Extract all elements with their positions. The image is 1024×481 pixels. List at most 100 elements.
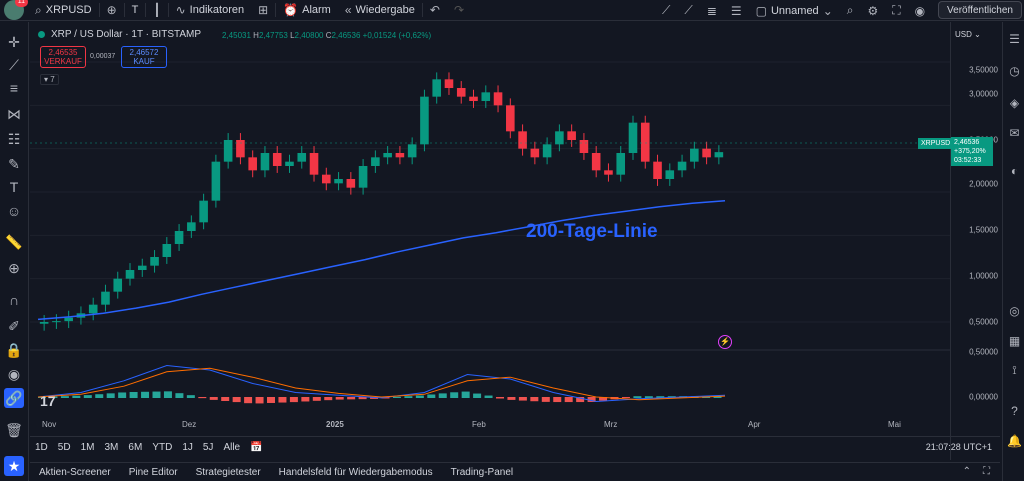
brush-icon[interactable]: ✎: [8, 155, 20, 172]
fullscreen-button[interactable]: ⛶: [885, 0, 907, 21]
buy-button[interactable]: 2,46572 KAUF: [121, 46, 167, 68]
symbol-legend[interactable]: XRP / US Dollar · 1T · BITSTAMP: [38, 29, 201, 40]
range-button[interactable]: 6M: [128, 442, 143, 453]
macd-histogram-bar: [541, 397, 550, 402]
lock-icon[interactable]: 🔒: [5, 341, 23, 358]
macd-histogram-bar: [221, 397, 230, 401]
price-scale[interactable]: 3,500003,000002,500002,000001,500001,000…: [950, 22, 1002, 460]
ray-tool[interactable]: ⟋: [677, 0, 699, 21]
horizontal-lines-icon[interactable]: ≡: [9, 80, 19, 96]
macd-histogram-bar: [587, 397, 596, 402]
indicators-button[interactable]: ∿ Indikatoren: [169, 0, 252, 21]
user-avatar[interactable]: 11: [4, 0, 28, 20]
bottom-panel-tab[interactable]: Pine Editor: [128, 466, 178, 478]
macd-histogram-bar: [415, 395, 424, 398]
templates-button[interactable]: ⊞: [251, 0, 275, 21]
notifications-icon[interactable]: 🔔: [1007, 433, 1022, 448]
object-tree-button[interactable]: ≣: [700, 0, 724, 21]
zoom-in-icon[interactable]: ⊕: [8, 259, 20, 276]
fib-icon[interactable]: ☷: [7, 130, 21, 147]
change-pct: +375,20%: [954, 148, 986, 155]
replay-button[interactable]: « Wiedergabe: [338, 0, 422, 21]
screenshot-button[interactable]: ◉: [908, 0, 932, 21]
range-button[interactable]: 1D: [35, 442, 48, 453]
settings-lines-button[interactable]: ☰: [724, 0, 749, 21]
candle-body: [628, 122, 638, 153]
layers-icon[interactable]: ◈: [1009, 95, 1020, 110]
watchlist-icon[interactable]: ☰: [1009, 31, 1020, 46]
macd-histogram-bar: [72, 395, 81, 398]
candle-body: [395, 153, 405, 158]
candle-body: [432, 79, 441, 97]
range-button[interactable]: Alle: [223, 442, 241, 453]
ma200-annotation[interactable]: 200-Tage-Linie: [526, 221, 658, 242]
add-symbol-button[interactable]: ⊕: [100, 0, 124, 21]
range-button[interactable]: 3M: [104, 442, 119, 453]
chevron-down-icon: ⌄: [822, 3, 833, 18]
link-icon[interactable]: 🔗: [4, 388, 24, 408]
target-icon[interactable]: ◎: [1009, 303, 1020, 318]
candle-body: [297, 153, 307, 162]
macd-histogram-bar: [347, 397, 356, 400]
candle-body: [272, 153, 282, 166]
trend-line-tool[interactable]: ⟋: [655, 0, 677, 21]
ruler-icon[interactable]: 📏: [5, 233, 23, 250]
emoji-icon[interactable]: ☺: [6, 203, 22, 219]
maximize-icon[interactable]: ⛶: [983, 466, 990, 477]
candle-body: [518, 131, 527, 149]
price-tick-label: 0,00000: [969, 392, 998, 402]
chart-favorites-icon[interactable]: ★: [4, 456, 24, 476]
chevron-up-icon[interactable]: ⌃: [962, 466, 971, 477]
lightning-icon[interactable]: ⚡: [718, 335, 732, 349]
layout-button[interactable]: ▢ Unnamed ⌄: [749, 0, 840, 21]
price-chart[interactable]: [30, 22, 950, 460]
signal-icon[interactable]: ⟟: [1012, 363, 1017, 377]
candle-body: [346, 179, 356, 188]
magnet-icon[interactable]: ∩: [8, 292, 20, 308]
range-button[interactable]: YTD: [152, 442, 173, 453]
indicators-collapse-toggle[interactable]: ▾ 7: [40, 74, 59, 85]
help-icon[interactable]: ?: [1011, 403, 1018, 418]
calendar-icon[interactable]: ▦: [1008, 333, 1021, 348]
quick-search-button[interactable]: ⌕: [840, 0, 861, 21]
publish-button[interactable]: Veröffentlichen: [938, 1, 1022, 19]
chat-icon[interactable]: ✉: [1009, 125, 1020, 140]
candle-body: [640, 122, 650, 162]
macd-histogram-bar: [198, 397, 207, 399]
bottom-panel-tab[interactable]: Strategietester: [195, 466, 261, 478]
range-button[interactable]: 1M: [80, 442, 95, 453]
calendar-icon[interactable]: 📅: [250, 442, 263, 453]
alarm-button[interactable]: ⏰ Alarm: [276, 0, 338, 21]
settings-button[interactable]: ⚙: [860, 0, 885, 21]
range-button[interactable]: 5D: [57, 442, 71, 453]
range-button[interactable]: 5J: [202, 442, 214, 453]
text-tool-icon[interactable]: T: [9, 179, 19, 195]
bottom-panel-tab[interactable]: Handelsfeld für Wiedergabemodus: [278, 466, 433, 478]
currency-selector[interactable]: USD ⌄: [955, 30, 981, 39]
ideas-icon[interactable]: ◐: [1010, 163, 1019, 178]
trend-line-icon[interactable]: ⟋: [9, 56, 19, 73]
bottom-panel-tab[interactable]: Trading-Panel: [450, 466, 514, 478]
sell-button[interactable]: 2,46535 VERKAUF: [40, 46, 86, 68]
interval-button[interactable]: T: [125, 0, 146, 21]
tradingview-logo[interactable]: 17: [40, 393, 56, 409]
divider: [421, 3, 423, 17]
pattern-icon[interactable]: ⋈: [7, 105, 21, 122]
redo-button[interactable]: ↷: [447, 0, 471, 21]
chart-type-button[interactable]: ┃: [146, 0, 167, 21]
price-tick-label: 0,50000: [969, 317, 998, 327]
macd-histogram-bar: [141, 391, 150, 398]
stay-in-drawing-icon[interactable]: ✐: [8, 317, 20, 334]
crosshair-icon[interactable]: ✛: [8, 33, 20, 50]
visibility-icon[interactable]: ◉: [7, 365, 21, 382]
alerts-clock-icon[interactable]: ◷: [1009, 63, 1020, 78]
range-button[interactable]: 1J: [182, 442, 193, 453]
divider: [98, 3, 100, 17]
time-tick-label: Apr: [748, 420, 761, 429]
symbol-search-button[interactable]: ⌕ XRPUSD: [28, 0, 99, 21]
clock[interactable]: 21:07:28 UTC+1: [925, 442, 992, 452]
trash-icon[interactable]: 🗑: [5, 421, 23, 438]
undo-button[interactable]: ↶: [423, 0, 447, 21]
bottom-panel-tab[interactable]: Aktien-Screener: [39, 466, 111, 478]
macd-histogram-bar: [83, 395, 92, 398]
